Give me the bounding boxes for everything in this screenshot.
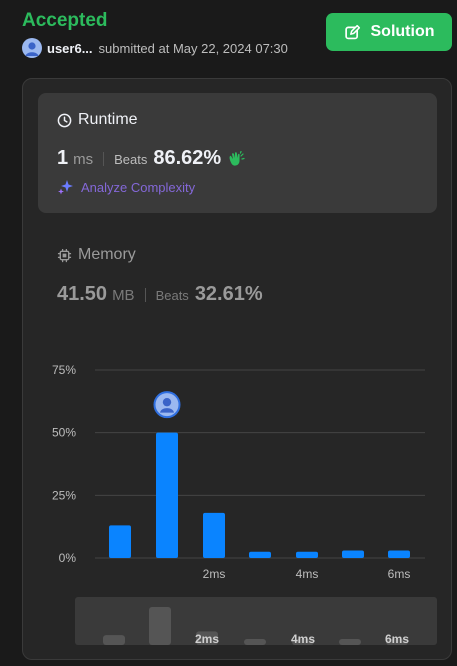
memory-value: 41.50 xyxy=(57,283,108,305)
minimap-bar xyxy=(149,607,171,645)
divider xyxy=(103,151,105,166)
runtime-unit: ms xyxy=(73,151,94,168)
edit-icon xyxy=(344,24,360,39)
chart-bar[interactable] xyxy=(388,550,410,558)
sparkle-icon xyxy=(58,180,73,195)
divider xyxy=(144,287,146,302)
x-tick-label: 4ms xyxy=(296,567,319,581)
minimap-bar xyxy=(386,639,408,645)
solution-label: Solution xyxy=(370,23,435,40)
minimap-tick-label: 6ms xyxy=(385,632,409,646)
runtime-beats-value: 86.62% xyxy=(153,147,222,169)
chart-bar[interactable] xyxy=(342,550,364,558)
runtime-card[interactable]: Runtime 1 ms Beats 86.62% Analyze Comple… xyxy=(38,93,437,213)
analyze-label: Analyze Complexity xyxy=(81,179,196,195)
chip-icon xyxy=(57,248,72,262)
memory-beats-label: Beats xyxy=(155,288,189,303)
username[interactable]: user6... xyxy=(47,40,93,56)
clock-icon xyxy=(57,113,72,127)
y-tick-label: 25% xyxy=(52,488,76,502)
x-tick-label: 6ms xyxy=(388,567,411,581)
y-tick-label: 50% xyxy=(52,426,76,440)
submission-status: Accepted xyxy=(22,10,108,31)
x-tick-label: 2ms xyxy=(203,567,226,581)
minimap-tick-label: 4ms xyxy=(291,632,315,646)
minimap-bar xyxy=(103,635,125,645)
runtime-distribution-chart[interactable]: 75% 50% 25% 0% 2ms 4ms 6ms 2ms 4ms 6ms xyxy=(23,79,453,661)
chart-bar[interactable] xyxy=(249,551,271,558)
chart-bar[interactable] xyxy=(156,432,178,558)
minimap-tick-label: 2ms xyxy=(195,632,219,646)
result-panel: Runtime 1 ms Beats 86.62% Analyze Comple… xyxy=(22,78,452,660)
submitted-time: submitted at May 22, 2024 07:30 xyxy=(98,40,288,56)
minimap-bar xyxy=(292,639,314,645)
memory-title-text: Memory xyxy=(78,246,136,263)
user-avatar[interactable] xyxy=(22,38,42,58)
memory-title[interactable]: Memory xyxy=(57,246,136,264)
clapping-hands-icon xyxy=(229,150,245,166)
runtime-value: 1 xyxy=(57,147,69,169)
minimap-bar xyxy=(339,639,361,645)
chart-minimap[interactable] xyxy=(75,597,437,645)
y-tick-label: 0% xyxy=(59,551,77,565)
avatar-body xyxy=(160,408,174,413)
runtime-title: Runtime xyxy=(57,111,138,129)
solution-button[interactable]: Solution xyxy=(326,13,452,51)
avatar-head xyxy=(162,397,172,407)
runtime-beats-label: Beats xyxy=(114,152,148,167)
minimap-bar xyxy=(196,631,218,645)
minimap-bar xyxy=(244,639,266,645)
memory-metric[interactable]: 41.50 MB Beats 32.61% xyxy=(57,283,263,306)
chart-bar[interactable] xyxy=(296,551,318,558)
runtime-title-text: Runtime xyxy=(78,111,138,128)
y-tick-label: 75% xyxy=(52,363,76,377)
memory-beats-value: 32.61% xyxy=(194,283,263,305)
analyze-complexity-link[interactable]: Analyze Complexity xyxy=(57,179,195,195)
memory-unit: MB xyxy=(112,287,135,304)
chart-bar[interactable] xyxy=(203,512,225,558)
submitter-info: user6... submitted at May 22, 2024 07:30 xyxy=(22,38,288,58)
runtime-metric: 1 ms Beats 86.62% xyxy=(57,147,245,170)
chart-bar[interactable] xyxy=(109,525,131,558)
